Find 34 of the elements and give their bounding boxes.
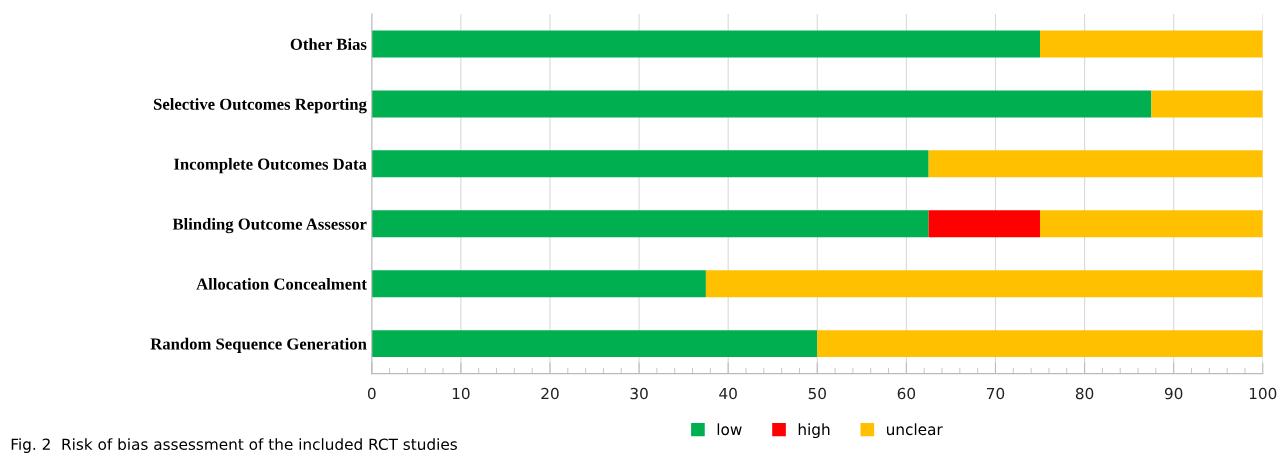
legend-label: unclear [886, 423, 943, 436]
x-tick-label: 90 [1164, 387, 1183, 400]
x-tick-label: 60 [897, 387, 916, 400]
bar [928, 150, 1263, 178]
x-tick-label: 100 [1249, 387, 1277, 400]
bar [705, 270, 1263, 298]
y-tick-label: Selective Outcomes Reporting [153, 98, 367, 114]
legend-label: high [798, 423, 830, 439]
x-tick-label: 80 [1075, 387, 1094, 400]
bar [928, 210, 1041, 238]
y-tick-label: Incomplete Outcomes Data [174, 158, 367, 174]
bar [371, 150, 929, 178]
caption: Fig. 2 Risk of bias assessment of the included RCT studies [11, 438, 457, 453]
x-tick-label: 40 [719, 387, 737, 400]
bar [371, 210, 929, 238]
x-tick-label: 10 [452, 387, 470, 400]
x-tick-label: 70 [987, 387, 1005, 400]
legend-label: low [717, 423, 742, 436]
x-tick-label: 50 [808, 387, 826, 400]
bar [371, 30, 1041, 58]
bar [371, 270, 706, 298]
x-tick-label: 30 [630, 387, 648, 400]
y-tick-label: Random Sequence Generation [150, 337, 367, 353]
x-tick-label: 20 [541, 387, 559, 400]
bar [1040, 210, 1263, 238]
bar [1040, 30, 1263, 58]
bar [817, 330, 1263, 358]
y-tick-label: Other Bias [290, 38, 367, 50]
x-tick-label: 0 [367, 387, 376, 400]
y-tick-label: Blinding Outcome Assessor [172, 217, 367, 234]
bar [1151, 90, 1263, 118]
bar [371, 330, 818, 358]
y-tick-label: Allocation Concealment [196, 277, 367, 290]
bar [371, 90, 1152, 118]
